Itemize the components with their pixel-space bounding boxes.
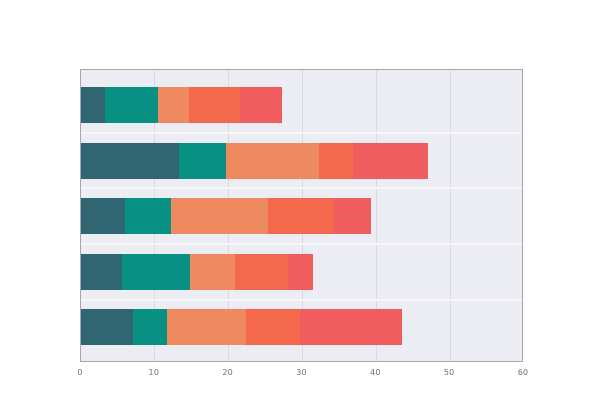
bar-segment-series-3 <box>167 309 246 346</box>
band-separator <box>81 243 522 245</box>
x-gridline <box>375 70 377 361</box>
band-separator <box>81 298 522 301</box>
bar-segment-series-5 <box>352 142 428 179</box>
x-tick-label: 0 <box>77 368 83 377</box>
x-tick-label: 50 <box>443 368 455 377</box>
stacked-bar-row <box>81 198 372 235</box>
bar-segment-series-1 <box>81 198 126 235</box>
stacked-bar-row <box>81 87 282 123</box>
x-gridline <box>449 70 451 361</box>
bar-segment-series-2 <box>133 309 168 346</box>
bar-segment-series-1 <box>81 142 180 179</box>
bar-segment-series-1 <box>81 253 123 290</box>
bar-segment-series-2 <box>105 87 158 123</box>
bar-segment-series-3 <box>190 253 236 290</box>
stacked-bar-row <box>81 253 313 290</box>
bar-segment-series-5 <box>334 198 372 235</box>
bar-segment-series-4 <box>188 87 240 123</box>
x-tick-label: 40 <box>370 368 381 377</box>
bar-segment-series-4 <box>319 142 353 179</box>
bar-segment-series-3 <box>171 198 268 235</box>
stacked-bar-row <box>81 142 428 179</box>
band-separator <box>81 131 522 134</box>
x-tick-label: 60 <box>517 368 529 377</box>
bar-segment-series-2 <box>179 142 227 179</box>
band-separator <box>81 187 522 190</box>
bar-segment-series-1 <box>81 87 106 123</box>
x-tick-label: 10 <box>148 368 160 377</box>
bar-segment-series-4 <box>235 253 288 290</box>
x-tick-label: 20 <box>222 368 233 377</box>
bar-segment-series-5 <box>300 309 403 346</box>
bar-segment-series-3 <box>226 142 320 179</box>
bar-segment-series-2 <box>122 253 191 290</box>
bar-segment-series-5 <box>239 87 282 123</box>
plot-area <box>80 69 523 362</box>
bar-segment-series-2 <box>125 198 172 235</box>
bar-segment-series-3 <box>157 87 189 123</box>
bar-segment-series-4 <box>267 198 335 235</box>
stacked-bar-row <box>81 309 403 346</box>
x-tick-label: 30 <box>296 368 307 377</box>
bar-segment-series-4 <box>245 309 301 346</box>
bar-segment-series-5 <box>287 253 313 290</box>
bar-segment-series-1 <box>81 309 134 346</box>
